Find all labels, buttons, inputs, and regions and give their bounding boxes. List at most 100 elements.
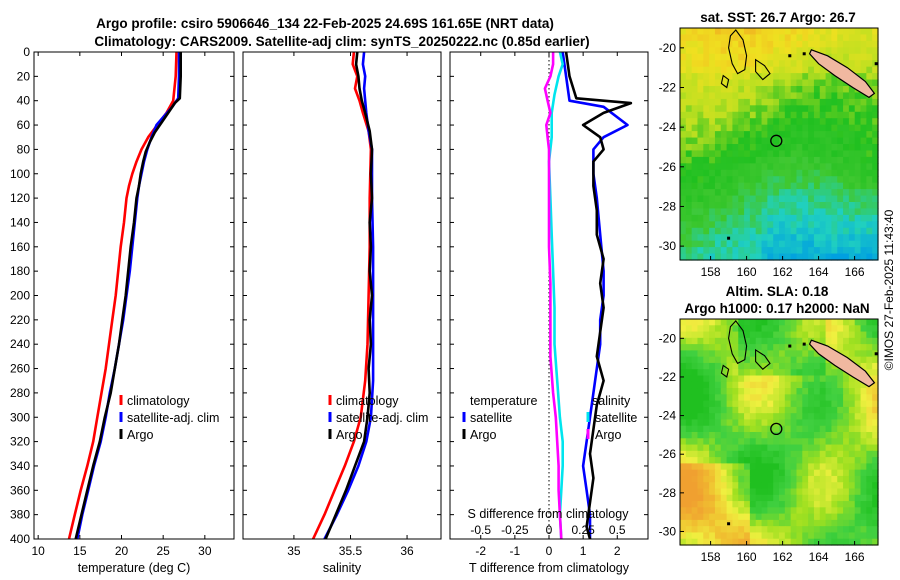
map-cell bbox=[813, 519, 821, 527]
map-cell bbox=[685, 208, 693, 216]
map-cell bbox=[784, 444, 792, 452]
map-cell bbox=[685, 182, 693, 190]
map-cell bbox=[720, 494, 728, 502]
map-cell bbox=[709, 176, 716, 184]
map-cell bbox=[773, 98, 780, 106]
map-cell bbox=[860, 195, 867, 203]
map-cell bbox=[744, 438, 751, 446]
map-cell bbox=[843, 513, 850, 521]
map-cell bbox=[697, 463, 704, 471]
map-cell bbox=[680, 488, 687, 496]
map-cell bbox=[767, 501, 774, 508]
map-cell bbox=[773, 60, 780, 68]
map-cell bbox=[825, 394, 833, 402]
map-cell bbox=[755, 331, 763, 339]
map-cell bbox=[843, 457, 850, 464]
map-cell bbox=[697, 60, 704, 68]
map-cell bbox=[779, 325, 786, 333]
map-cell bbox=[796, 519, 803, 527]
map-cell bbox=[749, 253, 757, 261]
map-cell bbox=[819, 419, 827, 427]
map-cell bbox=[819, 92, 827, 100]
map-cell bbox=[802, 47, 809, 55]
map-y-tick-label: -24 bbox=[659, 409, 677, 423]
map-cell bbox=[848, 60, 856, 68]
map-cell bbox=[691, 34, 699, 42]
map-cell bbox=[848, 494, 856, 502]
map-cell bbox=[709, 463, 716, 471]
map-cell bbox=[685, 118, 693, 126]
map-cell bbox=[784, 425, 792, 433]
map-cell bbox=[866, 176, 873, 184]
map-cell bbox=[860, 457, 867, 464]
map-cell bbox=[796, 131, 803, 139]
map-cell bbox=[831, 34, 838, 42]
map-cell bbox=[744, 111, 751, 119]
map-cell bbox=[837, 40, 844, 48]
map-cell bbox=[703, 176, 710, 184]
map-cell bbox=[691, 156, 699, 164]
map-cell bbox=[703, 507, 710, 515]
map-cell bbox=[866, 325, 873, 333]
map-cell bbox=[779, 526, 786, 534]
map-cell bbox=[761, 137, 768, 145]
map-cell bbox=[848, 457, 856, 464]
map-cell bbox=[691, 532, 699, 540]
map-cell bbox=[738, 463, 745, 471]
map-cell bbox=[831, 118, 838, 126]
map-cell bbox=[697, 176, 704, 184]
map-cell bbox=[819, 169, 827, 177]
map-cell bbox=[738, 86, 745, 94]
map-cell bbox=[796, 463, 803, 471]
map-cell bbox=[872, 488, 879, 496]
map-cell bbox=[691, 381, 699, 389]
map-cell bbox=[796, 526, 803, 534]
map-cell bbox=[872, 406, 879, 414]
map-cell bbox=[703, 247, 710, 255]
map-cell bbox=[744, 234, 751, 242]
map-cell bbox=[866, 150, 873, 158]
map-cell bbox=[813, 450, 821, 458]
map-cell bbox=[685, 319, 693, 326]
map-cell bbox=[779, 221, 786, 229]
map-cell bbox=[854, 247, 862, 255]
map-cell bbox=[796, 86, 803, 94]
map-cell bbox=[790, 400, 798, 408]
map-cell bbox=[779, 388, 786, 395]
island-new-caledonia bbox=[808, 339, 876, 388]
map-cell bbox=[738, 362, 745, 370]
map-cell bbox=[691, 526, 699, 534]
map-cell bbox=[738, 432, 745, 439]
map-cell bbox=[709, 482, 716, 490]
map-cell bbox=[860, 532, 867, 540]
map-cell bbox=[714, 356, 722, 364]
map-cell bbox=[802, 253, 809, 261]
map-cell bbox=[691, 189, 699, 197]
map-cell bbox=[848, 350, 856, 358]
map-cell bbox=[813, 92, 821, 100]
map-cell bbox=[802, 425, 809, 433]
map-cell bbox=[726, 482, 734, 490]
map-cell bbox=[755, 526, 763, 534]
map-cell bbox=[726, 240, 734, 248]
map-cell bbox=[837, 337, 844, 345]
map-cell bbox=[767, 507, 774, 515]
small-island bbox=[874, 62, 878, 66]
map-cell bbox=[738, 92, 745, 100]
map-cell bbox=[709, 325, 716, 333]
map-cell bbox=[808, 501, 815, 508]
map-cell bbox=[726, 66, 734, 74]
map-cell bbox=[796, 176, 803, 184]
map-cell bbox=[819, 28, 827, 36]
map-cell bbox=[732, 234, 739, 242]
map-cell bbox=[854, 406, 862, 414]
map-cell bbox=[773, 111, 780, 119]
map-cell bbox=[761, 202, 768, 210]
map-cell bbox=[860, 240, 867, 248]
map-cell bbox=[749, 438, 757, 446]
map-cell bbox=[872, 369, 879, 377]
map-cell bbox=[843, 195, 850, 203]
map-cell bbox=[808, 507, 815, 515]
map-cell bbox=[848, 131, 856, 139]
map-cell bbox=[813, 214, 821, 222]
